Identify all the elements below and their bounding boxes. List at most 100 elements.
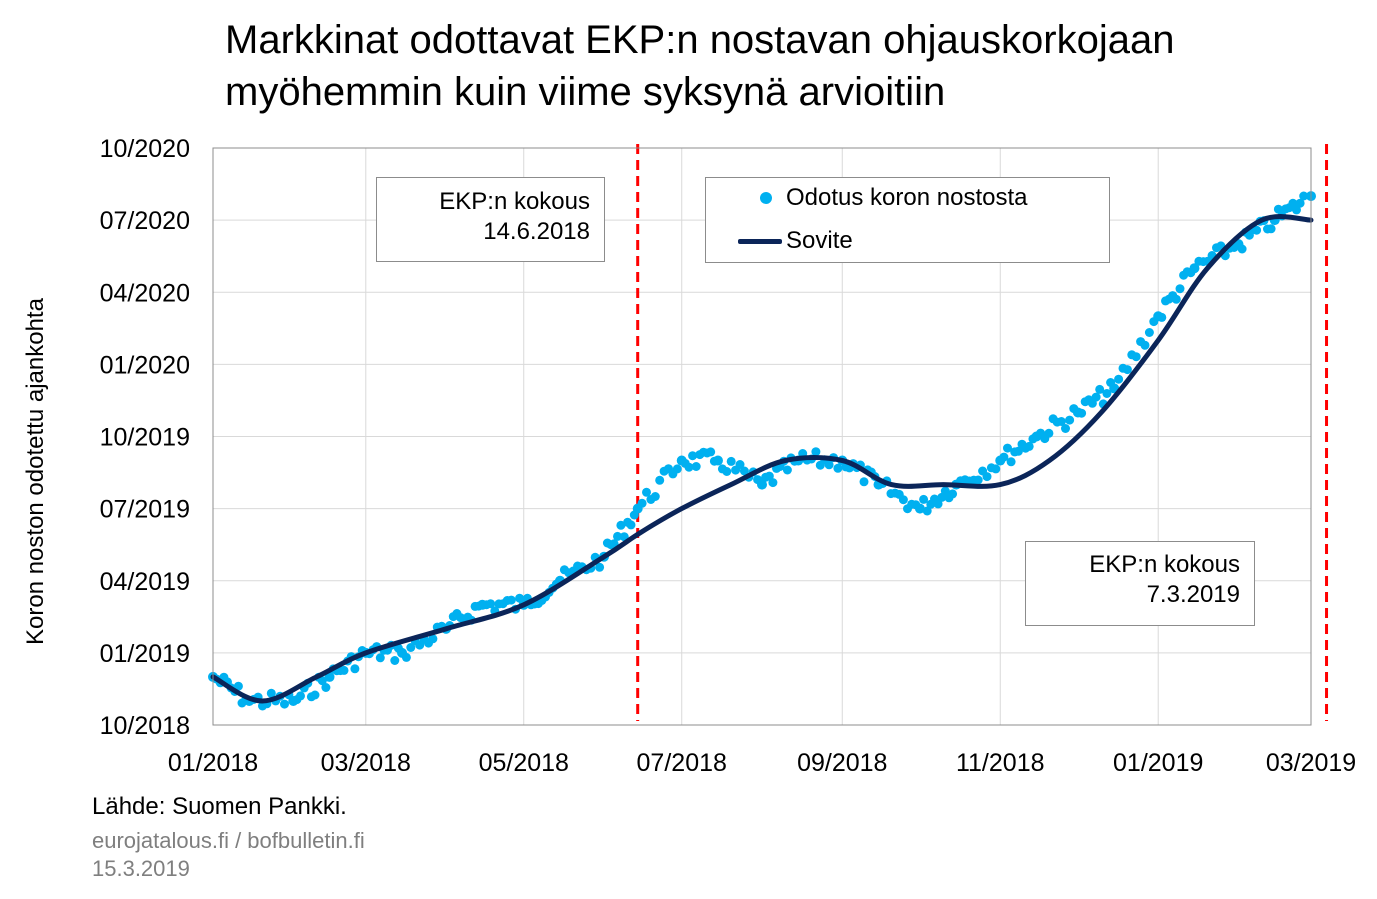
chart-title-line2: myöhemmin kuin viime syksynä arvioitiin — [225, 70, 946, 114]
scatter-point — [1069, 404, 1079, 414]
scatter-point — [650, 492, 660, 501]
annotation-text-line2: 14.6.2018 — [483, 218, 590, 245]
scatter-point — [233, 681, 243, 691]
source-note: Lähde: Suomen Pankki. — [92, 793, 347, 820]
scatter-point — [390, 656, 400, 665]
expectation-scatter-series — [208, 191, 1316, 711]
scatter-point — [1299, 191, 1309, 201]
y-tick-label: 07/2019 — [100, 496, 190, 524]
legend-item-scatter: Odotus koron nostosta — [706, 183, 1027, 213]
legend-item-fit: Sovite — [706, 226, 853, 256]
y-tick-label: 04/2019 — [100, 568, 190, 596]
scatter-point — [1252, 225, 1262, 235]
scatter-point — [722, 467, 732, 476]
x-tick-label: 07/2018 — [637, 749, 727, 777]
chart-title: Markkinat odottavat EKP:n nostavan ohjau… — [225, 14, 1174, 118]
scatter-point — [1028, 434, 1038, 444]
scatter-point — [406, 643, 416, 652]
scatter-point — [898, 495, 908, 505]
scatter-point — [768, 478, 778, 488]
y-tick-label: 10/2020 — [100, 135, 190, 163]
scatter-point — [506, 595, 516, 605]
x-axis-tick-labels: 01/2018 03/2018 05/2018 07/2018 09/2018 11/20… — [168, 749, 1356, 777]
scatter-point — [1102, 389, 1112, 398]
scatter-point — [280, 699, 289, 709]
scatter-point — [1122, 365, 1132, 375]
scatter-point — [486, 599, 496, 609]
scatter-point — [428, 634, 438, 644]
scatter-point — [940, 486, 950, 496]
scatter-point — [655, 475, 665, 485]
scatter-point — [1024, 441, 1034, 451]
x-tick-label: 03/2018 — [321, 749, 411, 777]
scatter-point — [782, 465, 792, 475]
annotation-meeting-june-2018: EKP:n kokous 14.6.2018 — [376, 177, 605, 262]
scatter-point — [735, 460, 745, 469]
x-tick-label: 05/2018 — [479, 749, 569, 777]
scatter-point — [948, 489, 958, 499]
y-tick-label: 04/2020 — [100, 279, 190, 307]
scatter-point — [629, 510, 639, 520]
scatter-point — [1056, 417, 1066, 426]
chart-title-line1: Markkinat odottavat EKP:n nostavan ohjau… — [225, 18, 1175, 62]
scatter-point — [1044, 428, 1054, 438]
scatter-point — [982, 472, 992, 482]
scatter-point — [595, 562, 605, 572]
scatter-point — [911, 500, 921, 510]
scatter-point — [999, 452, 1009, 462]
scatter-point — [474, 601, 484, 611]
scatter-point — [726, 456, 736, 466]
y-tick-label: 10/2018 — [100, 712, 190, 740]
publication-date: 15.3.2019 — [92, 856, 190, 881]
scatter-point — [1140, 340, 1150, 350]
y-axis-label: Koron noston odotettu ajankohta — [22, 298, 49, 645]
y-tick-label: 07/2020 — [100, 207, 190, 235]
scatter-point — [753, 475, 763, 485]
scatter-point — [515, 593, 525, 603]
scatter-point — [1095, 384, 1105, 394]
scatter-point — [401, 652, 411, 662]
y-axis-tick-labels: 10/2018 01/2019 04/2019 07/2019 10/2019 01/20… — [100, 135, 190, 740]
x-tick-label: 11/2018 — [956, 749, 1045, 777]
scatter-point — [616, 520, 626, 530]
scatter-point — [1171, 294, 1181, 304]
legend-fit-marker — [738, 238, 782, 244]
scatter-point — [310, 690, 320, 700]
legend-scatter-marker — [760, 192, 772, 204]
scatter-point — [1175, 284, 1185, 294]
scatter-point — [919, 494, 929, 504]
scatter-point — [859, 477, 869, 487]
scatter-point — [811, 447, 821, 457]
plot-frame — [212, 147, 1312, 726]
website-note: eurojatalous.fi / bofbulletin.fi — [92, 828, 365, 853]
scatter-point — [833, 463, 843, 473]
annotation-text-line2: 7.3.2019 — [1146, 581, 1240, 608]
scatter-point — [637, 498, 647, 508]
scatter-point — [350, 664, 360, 674]
scatter-point — [1149, 317, 1159, 327]
scatter-point — [691, 462, 701, 471]
scatter-point — [1295, 198, 1305, 208]
scatter-point — [1091, 392, 1101, 402]
scatter-point — [1266, 224, 1276, 234]
y-tick-label: 10/2019 — [100, 424, 190, 452]
y-tick-label: 01/2020 — [100, 351, 190, 379]
scatter-point — [1106, 378, 1116, 387]
x-tick-label: 03/2019 — [1266, 749, 1356, 777]
scatter-point — [266, 688, 276, 698]
scatter-point — [1144, 328, 1154, 337]
scatter-point — [973, 475, 983, 485]
annotation-meeting-march-2019: EKP:n kokous 7.3.2019 — [1025, 541, 1255, 626]
scatter-point — [1186, 268, 1196, 278]
scatter-point — [626, 520, 636, 530]
scatter-point — [1065, 415, 1075, 425]
scatter-point — [1157, 312, 1167, 322]
scatter-point — [1292, 205, 1301, 215]
scatter-point — [375, 653, 385, 663]
scatter-point — [393, 643, 403, 653]
scatter-point — [1061, 424, 1070, 433]
scatter-point — [1131, 352, 1141, 362]
annotation-text-line1: EKP:n kokous — [439, 188, 590, 215]
y-tick-label: 01/2019 — [100, 640, 190, 668]
